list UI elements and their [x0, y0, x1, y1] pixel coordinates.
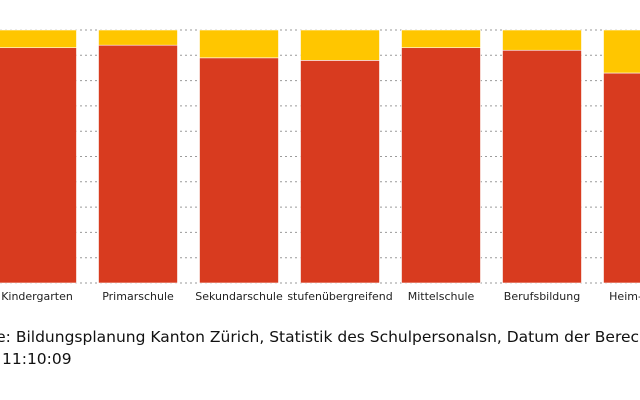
bar-upper-segment: [199, 29, 279, 59]
x-tick-label: Berufsbildung: [504, 290, 580, 303]
bar-lower-segment: [603, 72, 640, 284]
bar-upper-segment: [98, 29, 178, 46]
bar-upper-segment: [603, 29, 640, 74]
x-tick-label: Heim- und S: [609, 290, 640, 303]
x-tick-label: Sekundarschule: [195, 290, 283, 303]
bar-lower-segment: [199, 57, 279, 284]
x-tick-label: Primarschule: [102, 290, 174, 303]
bar-lower-segment: [98, 44, 178, 284]
bar-upper-segment: [300, 29, 380, 61]
source-line-2: 11:10:09: [2, 350, 72, 368]
bar-lower-segment: [300, 60, 380, 284]
bar-upper-segment: [0, 29, 77, 49]
x-tick-label: Kindergarten: [1, 290, 73, 303]
source-note: elle: Bildungsplanung Kanton Zürich, Sta…: [0, 326, 640, 370]
x-tick-label: Mittelschule: [408, 290, 475, 303]
source-line-1: elle: Bildungsplanung Kanton Zürich, Sta…: [0, 328, 640, 346]
bar-upper-segment: [401, 29, 481, 49]
x-tick-label: stufenübergreifend: [287, 290, 392, 303]
bar-lower-segment: [401, 47, 481, 284]
bar-lower-segment: [502, 49, 582, 284]
x-axis-labels: Kindergarten Primarschule Sekundarschule st…: [1, 290, 640, 303]
bar-lower-segment: [0, 47, 77, 284]
bar-upper-segment: [502, 29, 582, 51]
bars: [0, 29, 640, 284]
